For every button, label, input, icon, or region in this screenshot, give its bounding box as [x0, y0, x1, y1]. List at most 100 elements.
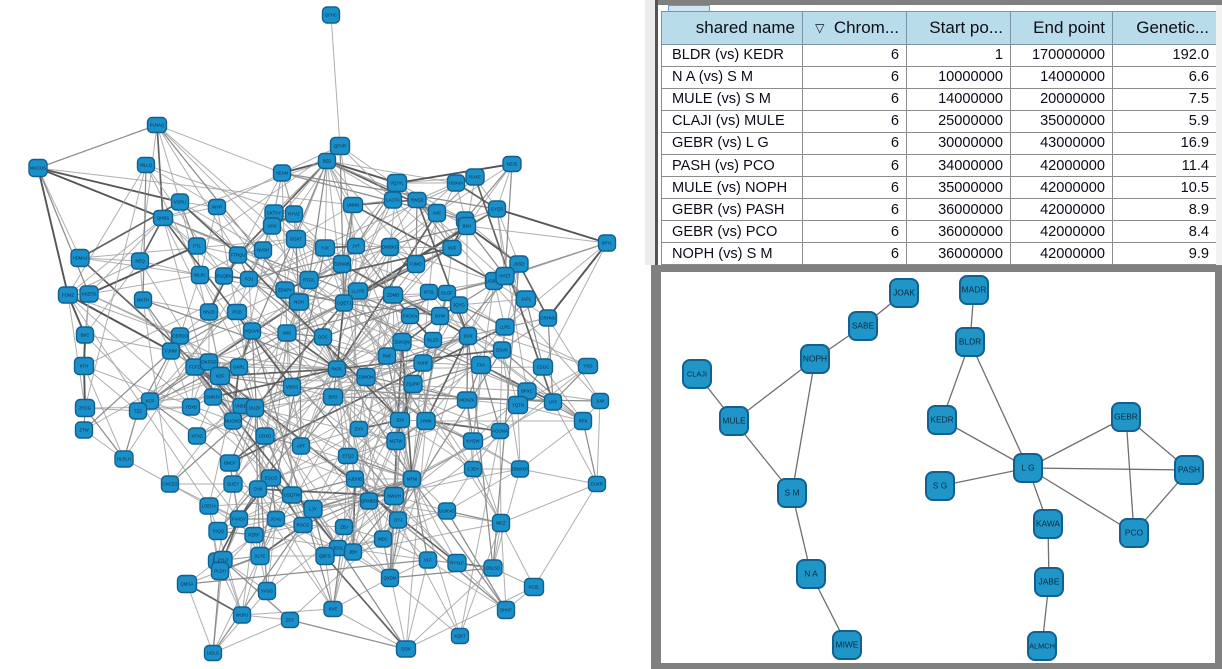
svg-text:MTW: MTW [407, 477, 418, 482]
svg-text:FCFD: FCFD [189, 365, 200, 370]
svg-text:CKTYY: CKTYY [267, 211, 281, 216]
svg-text:CJEH: CJEH [467, 467, 478, 472]
svg-text:JCAU: JCAU [270, 517, 281, 522]
svg-text:HQUVK: HQUVK [244, 329, 259, 334]
svg-text:OGXT: OGXT [290, 237, 303, 242]
svg-text:OEPDO: OEPDO [172, 334, 188, 339]
svg-text:APT: APT [297, 444, 306, 449]
svg-text:BPO: BPO [328, 395, 338, 400]
svg-text:ZDMB: ZDMB [387, 293, 399, 298]
svg-text:YQTN: YQTN [512, 403, 524, 408]
svg-text:ZUKQN: ZUKQN [394, 340, 409, 345]
svg-text:ETQJ: ETQJ [343, 454, 354, 459]
svg-text:PUQBN: PUQBN [216, 274, 231, 279]
svg-text:VQJYL: VQJYL [390, 181, 404, 186]
svg-text:KFXZ: KFXZ [192, 434, 203, 439]
svg-text:FXA: FXA [477, 363, 485, 368]
svg-text:JOSL: JOSL [333, 546, 344, 551]
svg-text:XQKT: XQKT [454, 634, 466, 639]
svg-text:NOH: NOH [294, 300, 304, 305]
svg-text:XLYE: XLYE [255, 554, 266, 559]
svg-text:ALMCH: ALMCH [1029, 642, 1055, 651]
svg-text:KEDR: KEDR [930, 415, 953, 425]
svg-text:NUONO: NUONO [225, 419, 242, 424]
svg-text:YDXB: YDXB [185, 405, 197, 410]
svg-text:VLF: VLF [424, 558, 432, 563]
svg-text:DSVK: DSVK [496, 348, 508, 353]
svg-text:RTGC: RTGC [303, 278, 315, 283]
svg-text:BYW: BYW [435, 314, 446, 319]
svg-text:PLDH: PLDH [214, 569, 225, 574]
svg-text:FVASY: FVASY [232, 517, 246, 522]
svg-text:ZDXPV: ZDXPV [278, 288, 292, 293]
svg-text:N A: N A [804, 569, 818, 579]
svg-text:UGBMD: UGBMD [486, 279, 502, 284]
svg-text:MKTH: MKTH [137, 298, 149, 303]
svg-text:VNSEL: VNSEL [235, 404, 250, 409]
svg-text:DOC: DOC [318, 335, 328, 340]
svg-text:LOEHA: LOEHA [202, 504, 217, 509]
svg-text:RWQZ: RWQZ [410, 198, 423, 203]
svg-text:ZBJ: ZBJ [340, 525, 348, 530]
svg-text:KAWA: KAWA [1036, 519, 1060, 529]
svg-text:QMGA: QMGA [180, 582, 193, 587]
svg-text:RYVZ: RYVZ [288, 212, 300, 217]
svg-text:MCZ: MCZ [496, 521, 506, 526]
svg-text:RPX: RPX [579, 419, 588, 424]
svg-text:XEAM: XEAM [276, 171, 289, 176]
svg-text:LACTA: LACTA [386, 198, 400, 203]
svg-text:LLJYD: LLJYD [352, 289, 365, 294]
svg-text:AVE: AVE [433, 211, 441, 216]
svg-text:SABE: SABE [852, 321, 875, 331]
svg-text:UUKVO: UUKVO [439, 509, 455, 514]
svg-text:JDX: JDX [396, 418, 404, 423]
svg-text:EGCO: EGCO [265, 476, 278, 481]
svg-text:PZRF: PZRF [248, 533, 260, 538]
svg-text:S G: S G [933, 481, 947, 491]
svg-text:QFVR: QFVR [334, 144, 346, 149]
svg-text:WACUS: WACUS [30, 166, 46, 171]
svg-text:DBWXP: DBWXP [512, 467, 528, 472]
svg-text:HSXVA: HSXVA [449, 181, 463, 186]
svg-text:CHX: CHX [253, 487, 262, 492]
svg-text:ZTW: ZTW [79, 428, 89, 433]
svg-text:UOXD: UOXD [259, 434, 271, 439]
svg-text:FTRQU: FTRQU [231, 253, 246, 258]
svg-text:WURJ: WURJ [236, 613, 248, 618]
svg-text:GUEY: GUEY [227, 482, 239, 487]
svg-text:WDC: WDC [378, 537, 388, 542]
svg-text:ROCG: ROCG [297, 523, 311, 528]
svg-text:DUZP: DUZP [249, 406, 261, 411]
svg-text:L G: L G [1021, 463, 1034, 473]
svg-text:CNCZG: CNCZG [162, 482, 178, 487]
svg-text:YJX: YJX [321, 246, 329, 251]
svg-text:KFSL: KFSL [424, 290, 435, 295]
svg-text:FCU: FCU [245, 277, 254, 282]
svg-text:DZNMB: DZNMB [334, 262, 349, 267]
svg-text:JYMK: JYMK [420, 419, 432, 424]
svg-text:VBOS: VBOS [286, 385, 298, 390]
svg-text:LLPD: LLPD [500, 325, 511, 330]
svg-text:QRMBO: QRMBO [361, 499, 378, 504]
svg-text:ZYCG: ZYCG [79, 406, 92, 411]
svg-text:GKRL: GKRL [233, 365, 245, 370]
svg-text:VGRU: VGRU [174, 200, 186, 205]
svg-text:JABE: JABE [1039, 577, 1060, 587]
svg-text:JVT: JVT [352, 244, 360, 249]
svg-text:HLPLH: HLPLH [117, 457, 131, 462]
svg-text:BLDR: BLDR [959, 337, 981, 347]
svg-text:JBH: JBH [349, 550, 357, 555]
svg-text:BNCF: BNCF [224, 461, 236, 466]
svg-text:XKK: XKK [283, 331, 292, 336]
svg-text:KKEFD: KKEFD [82, 292, 96, 297]
svg-text:UHX: UHX [267, 224, 276, 229]
svg-text:QHBS: QHBS [157, 216, 169, 221]
svg-text:FXCKA: FXCKA [403, 314, 417, 319]
svg-text:OKFDD: OKFDD [201, 360, 216, 365]
svg-text:KVE: KVE [329, 607, 338, 612]
svg-text:YSO: YSO [583, 364, 593, 369]
svg-text:KCP: KCP [146, 399, 155, 404]
svg-text:OLGF: OLGF [441, 291, 453, 296]
svg-text:ZJMOM: ZJMOM [358, 375, 374, 380]
svg-text:HDMAJ: HDMAJ [73, 256, 88, 261]
